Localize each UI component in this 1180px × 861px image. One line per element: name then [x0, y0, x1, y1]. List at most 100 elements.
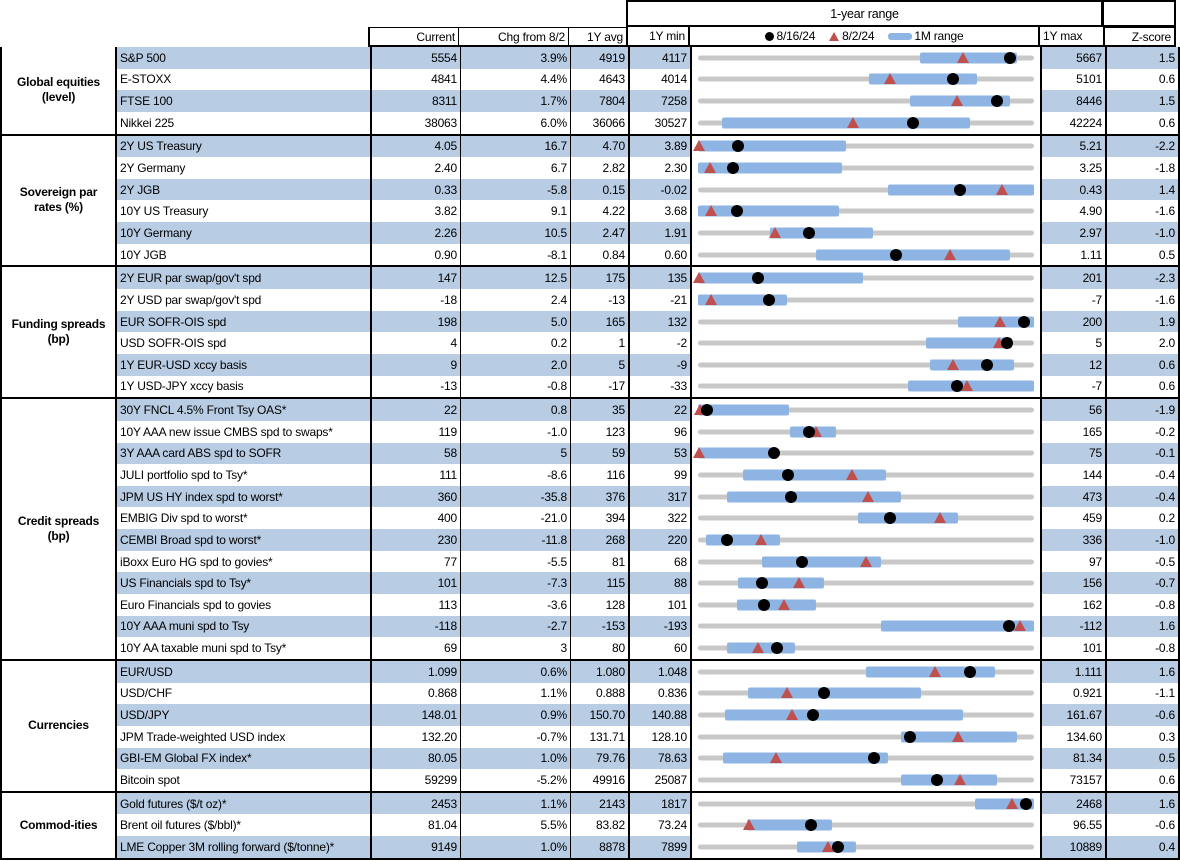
- red-triangle-icon: [883, 73, 896, 85]
- table-row: 30Y FNCL 4.5% Front Tsy OAS* 22 0.8 35 2…: [117, 399, 1178, 421]
- table-row: JPM US HY index spd to worst* 360 -35.8 …: [117, 485, 1178, 508]
- red-triangle-icon: [693, 404, 706, 416]
- table-row: 10Y Germany 2.26 10.5 2.47 1.91 2.97 -1.…: [117, 222, 1178, 244]
- 1y-max-value: 4.90: [1040, 200, 1105, 223]
- chg-from-8-2-value: 4.4%: [460, 68, 570, 91]
- z-score-value: -0.7: [1105, 572, 1178, 595]
- current-value: 59299: [370, 769, 460, 791]
- range-plot: [698, 354, 1034, 376]
- chg-from-8-2-value: 0.8: [460, 399, 570, 421]
- black-dot-icon: [1004, 51, 1017, 64]
- z-score-value: 1.5: [1105, 90, 1178, 112]
- table-row: 2Y Germany 2.40 6.7 2.82 2.30 3.25 -1.8: [117, 157, 1178, 179]
- section-rows: 30Y FNCL 4.5% Front Tsy OAS* 22 0.8 35 2…: [117, 399, 1178, 659]
- table-row: JULI portfolio spd to Tsy* 111 -8.6 116 …: [117, 464, 1178, 486]
- table-section: Credit spreads (bp) 30Y FNCL 4.5% Front …: [2, 397, 1178, 659]
- range-plot: [698, 661, 1034, 683]
- 1y-min-value: 22: [628, 399, 690, 421]
- 1y-max-value: -7: [1040, 375, 1105, 398]
- range-plot: [698, 529, 1034, 551]
- 1y-avg-value: 2.82: [570, 157, 628, 179]
- instrument-name: iBoxx Euro HG spd to govies*: [120, 554, 273, 569]
- range-plot: [698, 376, 1034, 398]
- black-dot-icon: [756, 577, 769, 590]
- 1y-min-value: 7899: [628, 836, 690, 858]
- instrument-name: 10Y JGB: [120, 247, 167, 262]
- section-rows: EUR/USD 1.099 0.6% 1.080 1.048 1.111 1.6…: [117, 660, 1178, 791]
- current-value: 2453: [370, 792, 460, 815]
- 1m-range-bar: [975, 798, 1034, 810]
- range-plot: [693, 399, 1034, 421]
- range-plot: [698, 748, 1034, 770]
- range-chart: [690, 464, 1040, 486]
- 1y-min-value: 4117: [628, 47, 690, 69]
- red-triangle-icon: [947, 358, 960, 370]
- 1y-avg-value: 7804: [570, 90, 628, 112]
- 1y-range-track: [698, 407, 1034, 413]
- current-value: 113: [370, 594, 460, 616]
- 1m-range-bar: [815, 249, 1011, 261]
- table-row: 10Y AA taxable muni spd to Tsy* 69 3 80 …: [117, 637, 1178, 659]
- red-triangle-icon: [960, 380, 973, 392]
- range-chart: [690, 420, 1040, 443]
- red-triangle-icon: [822, 840, 835, 852]
- z-score-value: -1.1: [1105, 682, 1178, 705]
- col-header-chg: Chg from 8/2: [458, 27, 568, 47]
- black-dot-icon: [770, 642, 783, 655]
- z-score-value: -0.2: [1105, 420, 1178, 443]
- 1y-avg-value: 4.22: [570, 200, 628, 223]
- 1y-range-track: [698, 734, 1034, 740]
- red-triangle-icon: [944, 248, 956, 260]
- range-chart: [690, 157, 1040, 179]
- current-value: 0.90: [370, 243, 460, 266]
- table-row: Bitcoin spot 59299 -5.2% 49916 25087 731…: [117, 769, 1178, 791]
- range-plot: [698, 704, 1034, 726]
- 1y-max-value: 3.25: [1040, 157, 1105, 179]
- range-chart: [690, 529, 1040, 551]
- red-triangle-icon: [829, 31, 840, 41]
- chg-from-8-2-value: -8.1: [460, 243, 570, 266]
- black-dot-icon: [762, 293, 775, 306]
- table-row: Nikkei 225 38063 6.0% 36066 30527 42224 …: [117, 111, 1178, 134]
- z-score-value: -0.6: [1105, 704, 1178, 726]
- 1m-range-bar: [857, 512, 959, 524]
- table-row: EUR/USD 1.099 0.6% 1.080 1.048 1.111 1.6: [117, 660, 1178, 683]
- chg-from-8-2-value: 12.5: [460, 267, 570, 290]
- 1y-range-track: [698, 602, 1034, 608]
- current-value: 58: [370, 442, 460, 465]
- table-row: Brent oil futures ($/bbl)* 81.04 5.5% 83…: [117, 814, 1178, 837]
- chg-from-8-2-value: 5.0: [460, 310, 570, 333]
- table-row: E-STOXX 4841 4.4% 4643 4014 5101 0.6: [117, 68, 1178, 91]
- red-triangle-icon: [693, 140, 706, 152]
- red-triangle-icon: [778, 598, 791, 610]
- chg-from-8-2-value: 6.0%: [460, 111, 570, 134]
- table-row: Gold futures ($/t oz)* 2453 1.1% 2143 18…: [117, 792, 1178, 815]
- 1y-min-value: -193: [628, 615, 690, 638]
- 1y-max-value: 161.67: [1040, 704, 1105, 726]
- range-plot: [693, 136, 1034, 158]
- range-chart: [690, 769, 1040, 791]
- table-section: Currencies EUR/USD 1.099 0.6% 1.080 1.04…: [2, 658, 1178, 791]
- range-plot: [693, 443, 1034, 465]
- range-chart: [690, 47, 1040, 69]
- legend-current-label: 8/16/24: [776, 29, 816, 43]
- chg-from-8-2-value: 0.2: [460, 332, 570, 354]
- table-row: 1Y EUR-USD xccy basis 9 2.0 5 -9 12 0.6: [117, 353, 1178, 376]
- 1m-range-bar: [726, 491, 902, 503]
- 1y-avg-value: 49916: [570, 769, 628, 791]
- black-dot-icon: [1001, 337, 1014, 350]
- corner-cell: [1103, 0, 1176, 27]
- 1y-range-track: [698, 297, 1034, 303]
- red-triangle-icon: [996, 183, 1009, 195]
- 1y-min-value: 135: [628, 267, 690, 290]
- table-row: Euro Financials spd to govies 113 -3.6 1…: [117, 594, 1178, 616]
- 1y-min-value: 99: [628, 464, 690, 486]
- table-row: USD/CHF 0.868 1.1% 0.888 0.836 0.921 -1.…: [117, 682, 1178, 705]
- chg-from-8-2-value: 5.5%: [460, 814, 570, 837]
- 1y-avg-value: -17: [570, 375, 628, 398]
- 1y-min-value: 1.91: [628, 222, 690, 244]
- black-dot-icon: [818, 687, 831, 700]
- instrument-name: 2Y US Treasury: [117, 135, 370, 158]
- chart-legend: 8/16/24 8/2/24 1M range: [688, 27, 1038, 47]
- 1y-avg-value: 1.080: [570, 660, 628, 683]
